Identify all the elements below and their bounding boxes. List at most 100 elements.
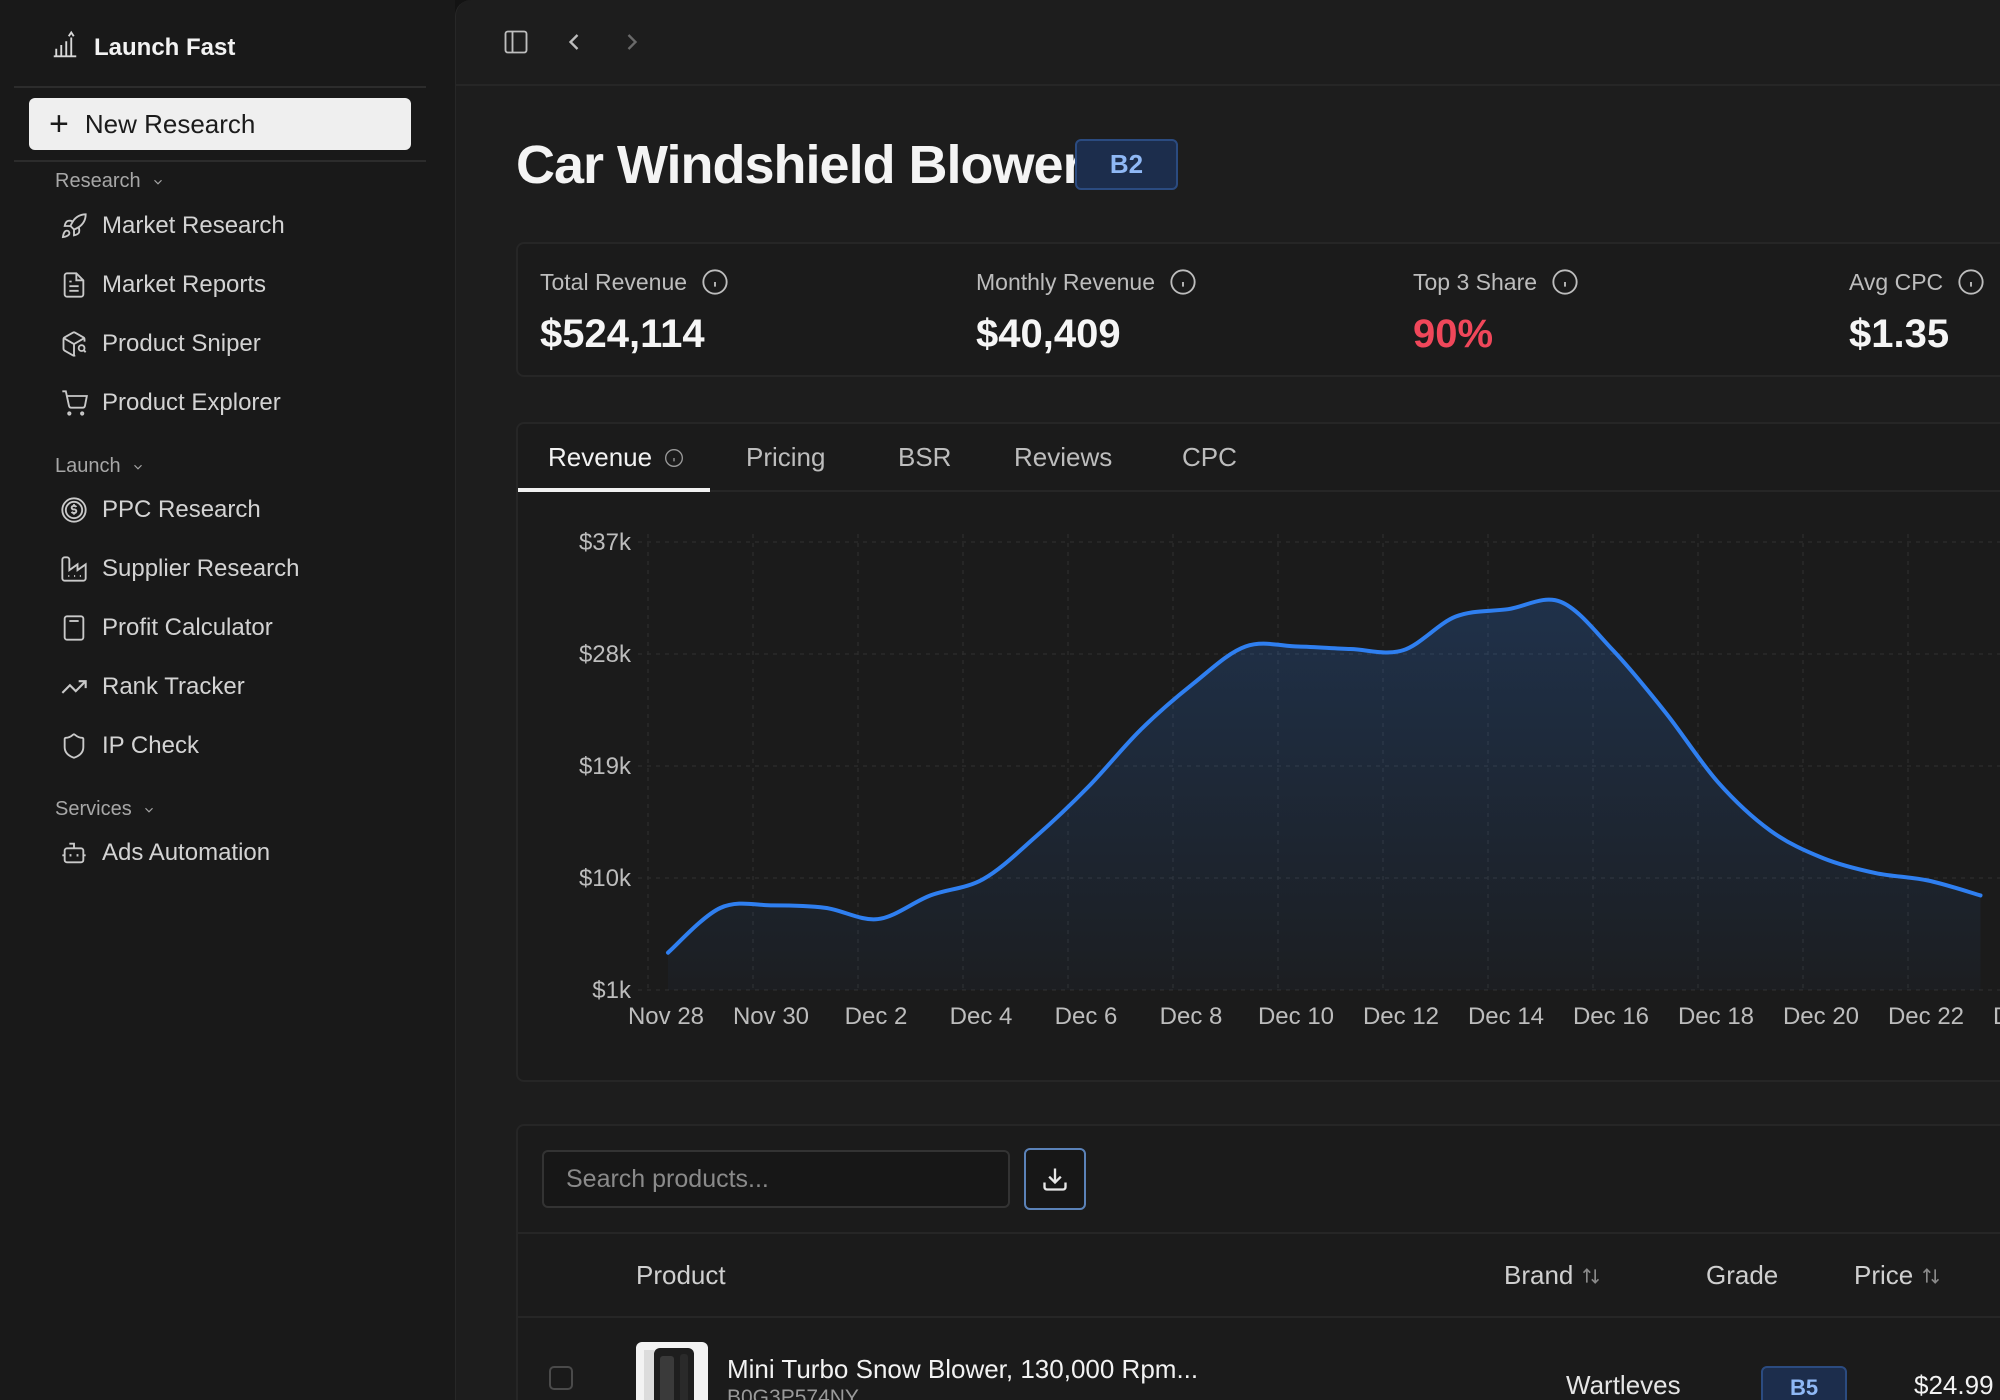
sidebar-item-label: Market Research — [102, 212, 285, 239]
x-tick-label: Dec 4 — [950, 1003, 1013, 1030]
table-row[interactable]: Mini Turbo Snow Blower, 130,000 Rpm... B… — [518, 1318, 2000, 1400]
x-tick-label: Nov 30 — [733, 1003, 809, 1030]
download-icon — [1043, 1168, 1067, 1191]
sidebar-toggle-icon[interactable] — [500, 26, 532, 58]
tab-bsr[interactable]: BSR — [898, 442, 951, 473]
sidebar-item-ads-automation[interactable]: Ads Automation — [60, 831, 270, 875]
trending-up-icon — [61, 680, 87, 694]
stat-avg-cpc: Avg CPC $1.35 — [1849, 268, 1985, 357]
x-tick-label: Dec 20 — [1783, 1003, 1859, 1030]
sidebar-item-market-research[interactable]: Market Research — [60, 204, 285, 248]
x-tick-label: Dec 16 — [1573, 1003, 1649, 1030]
divider — [14, 86, 426, 88]
document-icon — [63, 272, 85, 298]
sidebar-item-label: Rank Tracker — [102, 673, 245, 700]
section-launch[interactable]: Launch — [55, 455, 145, 478]
product-thumbnail[interactable] — [636, 1342, 708, 1400]
shield-icon — [63, 733, 85, 759]
sidebar-item-label: Product Explorer — [102, 389, 281, 416]
tab-label: BSR — [898, 442, 952, 472]
info-icon[interactable] — [1957, 268, 1985, 296]
brand-cell: Wartleves — [1566, 1370, 1681, 1400]
calculator-icon — [63, 615, 85, 641]
column-label: Product — [636, 1260, 726, 1290]
sidebar-item-profit-calculator[interactable]: Profit Calculator — [60, 606, 273, 650]
sidebar-item-supplier-research[interactable]: Supplier Research — [60, 547, 299, 591]
sidebar-item-ip-check[interactable]: IP Check — [60, 724, 199, 768]
stat-value: $40,409 — [976, 312, 1121, 356]
plus-icon: + — [49, 105, 69, 143]
row-checkbox[interactable] — [549, 1366, 573, 1390]
y-tick-label: $37k — [579, 529, 632, 556]
main-panel: Car Windshield Blower B2 Total Revenue $… — [455, 0, 2000, 1400]
revenue-area — [668, 599, 1981, 990]
brand[interactable]: Launch Fast — [50, 28, 235, 68]
sidebar-item-label: Profit Calculator — [102, 614, 273, 641]
download-button[interactable] — [1024, 1148, 1086, 1210]
table-header: Product Brand Grade Price — [518, 1232, 2000, 1318]
x-tick-label: Dec 12 — [1363, 1003, 1439, 1030]
tab-cpc[interactable]: CPC — [1182, 442, 1237, 473]
stat-total-revenue: Total Revenue $524,114 — [540, 268, 729, 357]
column-label: Price — [1854, 1260, 1914, 1290]
tab-label: Revenue — [548, 442, 653, 472]
column-price[interactable]: Price — [1854, 1260, 1941, 1291]
tab-label: CPC — [1182, 442, 1237, 472]
sidebar-item-label: PPC Research — [102, 496, 261, 523]
x-tick-label: Dec 10 — [1258, 1003, 1334, 1030]
bot-icon — [62, 842, 86, 864]
tab-pricing[interactable]: Pricing — [746, 442, 825, 473]
sidebar-item-rank-tracker[interactable]: Rank Tracker — [60, 665, 245, 709]
sidebar-item-label: Product Sniper — [102, 330, 261, 357]
chevron-down-icon — [133, 464, 142, 470]
x-tick-label: Dec 22 — [1888, 1003, 1964, 1030]
topbar — [456, 0, 2000, 86]
column-label: Grade — [1706, 1260, 1779, 1290]
sidebar-item-label: Ads Automation — [102, 839, 271, 866]
sort-icon — [1923, 1267, 1940, 1284]
dollar-circle-icon — [61, 497, 87, 523]
sidebar-item-ppc-research[interactable]: PPC Research — [60, 488, 261, 532]
product-name[interactable]: Mini Turbo Snow Blower, 130,000 Rpm... — [727, 1354, 1199, 1384]
logo-icon — [50, 30, 80, 67]
sidebar-item-product-sniper[interactable]: Product Sniper — [60, 322, 261, 366]
info-icon[interactable] — [701, 268, 729, 296]
section-services[interactable]: Services — [55, 798, 156, 821]
price-cell: $24.99 — [1914, 1370, 1994, 1400]
x-tick-label: Dec 24 — [1993, 1003, 2000, 1030]
x-tick-label: Nov 28 — [628, 1003, 704, 1030]
factory-icon — [61, 556, 87, 582]
x-tick-label: Dec 6 — [1055, 1003, 1118, 1030]
tab-revenue[interactable]: Revenue — [548, 442, 684, 473]
info-icon[interactable] — [1169, 268, 1197, 296]
y-tick-label: $28k — [579, 641, 632, 668]
new-research-button[interactable]: + New Research — [29, 98, 411, 150]
product-asin: B0G3P574NY — [727, 1386, 859, 1400]
cart-icon — [62, 390, 88, 416]
tab-label: Pricing — [746, 442, 826, 472]
stat-value: $1.35 — [1849, 312, 1950, 356]
sort-icon — [1583, 1267, 1600, 1284]
tab-reviews[interactable]: Reviews — [1014, 442, 1112, 473]
x-tick-label: Dec 14 — [1468, 1003, 1544, 1030]
section-title: Research — [55, 170, 141, 192]
sidebar-item-market-reports[interactable]: Market Reports — [60, 263, 266, 307]
divider — [14, 160, 426, 162]
package-search-icon — [62, 331, 87, 357]
chart-tabs: Revenue Pricing BSR Reviews CPC — [518, 424, 2000, 492]
search-input[interactable] — [542, 1150, 1010, 1208]
column-grade[interactable]: Grade — [1706, 1260, 1778, 1291]
column-product[interactable]: Product — [636, 1260, 726, 1291]
info-icon[interactable] — [1551, 268, 1579, 296]
section-title: Services — [55, 798, 132, 820]
stat-value: $524,114 — [540, 312, 705, 356]
page-title: Car Windshield Blower — [516, 135, 1084, 195]
section-research[interactable]: Research — [55, 170, 165, 193]
chevron-down-icon — [153, 179, 162, 185]
column-brand[interactable]: Brand — [1504, 1260, 1601, 1291]
forward-arrow-icon[interactable] — [616, 26, 648, 58]
sidebar-item-product-explorer[interactable]: Product Explorer — [60, 381, 281, 425]
back-arrow-icon[interactable] — [558, 26, 590, 58]
grade-badge: B2 — [1075, 139, 1178, 190]
